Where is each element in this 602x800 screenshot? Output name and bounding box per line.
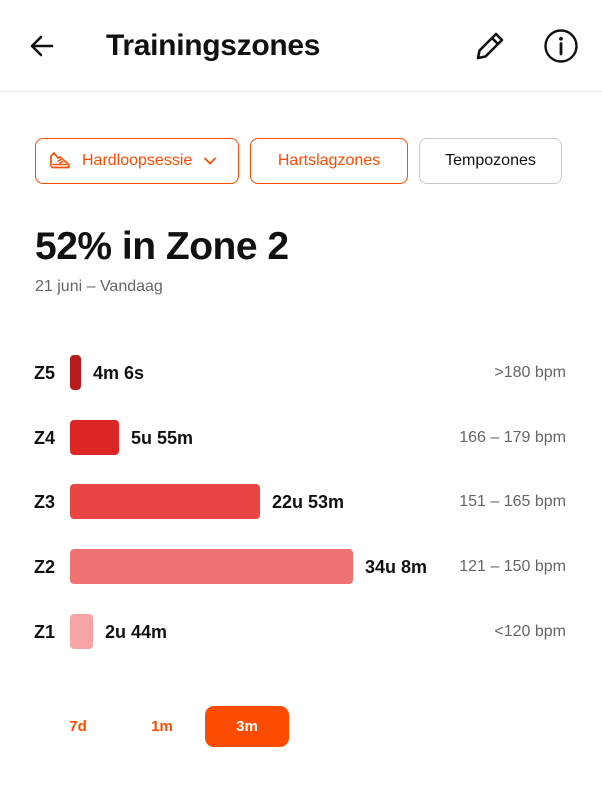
page-title: Trainingszones <box>106 29 321 62</box>
info-button[interactable] <box>541 26 581 66</box>
chevron-down-icon <box>202 153 218 169</box>
zone-bar <box>70 484 260 519</box>
zone-row-z2: Z2 34u 8m 121 – 150 bpm <box>0 547 602 587</box>
zone-bpm-range: 166 – 179 bpm <box>459 429 566 446</box>
edit-button[interactable] <box>470 26 510 66</box>
zone-bpm-range: <120 bpm <box>494 623 566 640</box>
period-label: 1m <box>151 718 173 735</box>
zone-time: 34u 8m <box>365 557 428 577</box>
zone-bar <box>70 420 119 455</box>
pencil-icon <box>476 32 504 60</box>
date-range: 21 juni – Vandaag <box>35 278 163 295</box>
zone-row-z5: Z5 4m 6s >180 bpm <box>0 353 602 393</box>
heart-rate-zones-label: Hartslagzones <box>277 152 381 169</box>
back-button[interactable] <box>24 28 60 64</box>
zone-time: 2u 44m <box>105 622 168 642</box>
sport-filter-label: Hardloopsessie <box>82 152 193 169</box>
zone-label: Z5 <box>34 363 56 383</box>
zone-bar <box>70 355 81 390</box>
running-shoe-icon <box>50 152 70 169</box>
arrow-left-icon <box>30 35 54 57</box>
pace-zones-label: Tempozones <box>445 152 536 169</box>
zone-time: 22u 53m <box>272 492 345 512</box>
zone-bpm-range: >180 bpm <box>494 364 566 381</box>
zone-label: Z3 <box>34 492 56 512</box>
zone-bar <box>70 614 93 649</box>
pace-zones-tab[interactable]: Tempozones <box>419 138 562 184</box>
zone-time: 5u 55m <box>131 428 194 448</box>
zone-label: Z1 <box>34 622 56 642</box>
zone-bpm-range: 151 – 165 bpm <box>459 493 566 510</box>
zone-summary-headline: 52% in Zone 2 <box>35 225 289 268</box>
period-3m-button[interactable]: 3m <box>205 706 289 747</box>
heart-rate-zones-tab[interactable]: Hartslagzones <box>250 138 408 184</box>
zone-bar <box>70 549 353 584</box>
zone-label: Z2 <box>34 557 56 577</box>
period-1m-button[interactable]: 1m <box>120 706 204 747</box>
period-label: 7d <box>69 718 87 735</box>
zone-row-z3: Z3 22u 53m 151 – 165 bpm <box>0 482 602 522</box>
zone-label: Z4 <box>34 428 56 448</box>
zone-bpm-range: 121 – 150 bpm <box>459 558 566 575</box>
sport-filter-dropdown[interactable]: Hardloopsessie <box>35 138 239 184</box>
zone-time: 4m 6s <box>93 363 145 383</box>
zone-row-z1: Z1 2u 44m <120 bpm <box>0 612 602 652</box>
app-header: Trainingszones <box>0 0 602 92</box>
period-7d-button[interactable]: 7d <box>36 706 120 747</box>
zone-row-z4: Z4 5u 55m 166 – 179 bpm <box>0 418 602 458</box>
info-icon <box>544 29 578 63</box>
period-label: 3m <box>236 718 258 735</box>
